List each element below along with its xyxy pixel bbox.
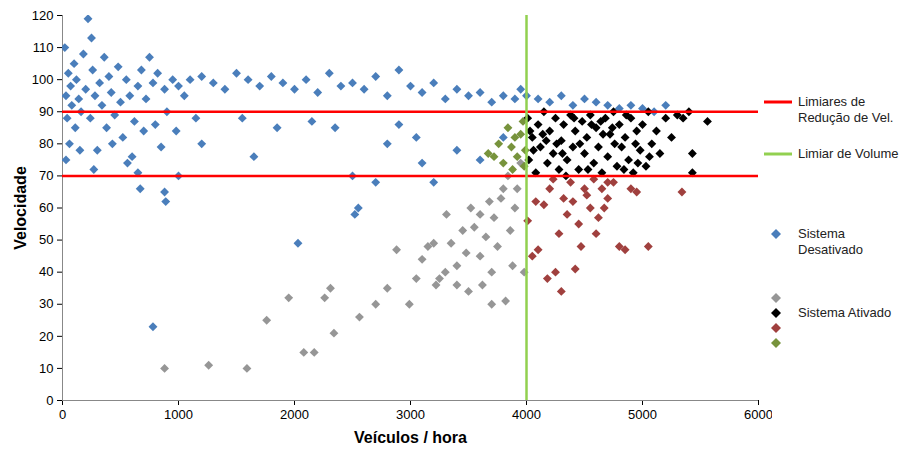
svg-text:60: 60 bbox=[39, 200, 53, 215]
svg-text:4000: 4000 bbox=[512, 407, 541, 422]
svg-text:0: 0 bbox=[59, 407, 66, 422]
svg-text:6000: 6000 bbox=[744, 407, 772, 422]
svg-text:110: 110 bbox=[33, 40, 54, 55]
svg-text:50: 50 bbox=[39, 232, 53, 247]
svg-text:3000: 3000 bbox=[396, 407, 425, 422]
svg-text:10: 10 bbox=[39, 361, 53, 376]
html-text:Sistema Ativado: Sistema Ativado bbox=[798, 305, 892, 320]
svg-text:120: 120 bbox=[32, 8, 54, 23]
svg-text:Velocidade: Velocidade bbox=[12, 166, 29, 250]
html-text:Sistema Desativado: Sistema Desativado bbox=[798, 226, 863, 257]
svg-text:2000: 2000 bbox=[280, 407, 309, 422]
svg-text:Veículos / hora: Veículos / hora bbox=[354, 429, 467, 446]
html-text:Limiar de Volume: Limiar de Volume bbox=[798, 146, 899, 161]
html-text:Limiares de Redução de Vel.: Limiares de Redução de Vel. bbox=[798, 94, 894, 125]
svg-text:0: 0 bbox=[46, 393, 53, 408]
svg-text:100: 100 bbox=[32, 72, 54, 87]
svg-text:20: 20 bbox=[39, 328, 53, 343]
svg-text:40: 40 bbox=[39, 264, 53, 279]
svg-text:30: 30 bbox=[39, 296, 53, 311]
svg-text:70: 70 bbox=[39, 168, 53, 183]
svg-text:80: 80 bbox=[39, 136, 53, 151]
svg-text:90: 90 bbox=[39, 104, 53, 119]
svg-text:1000: 1000 bbox=[164, 407, 193, 422]
svg-text:5000: 5000 bbox=[628, 407, 657, 422]
